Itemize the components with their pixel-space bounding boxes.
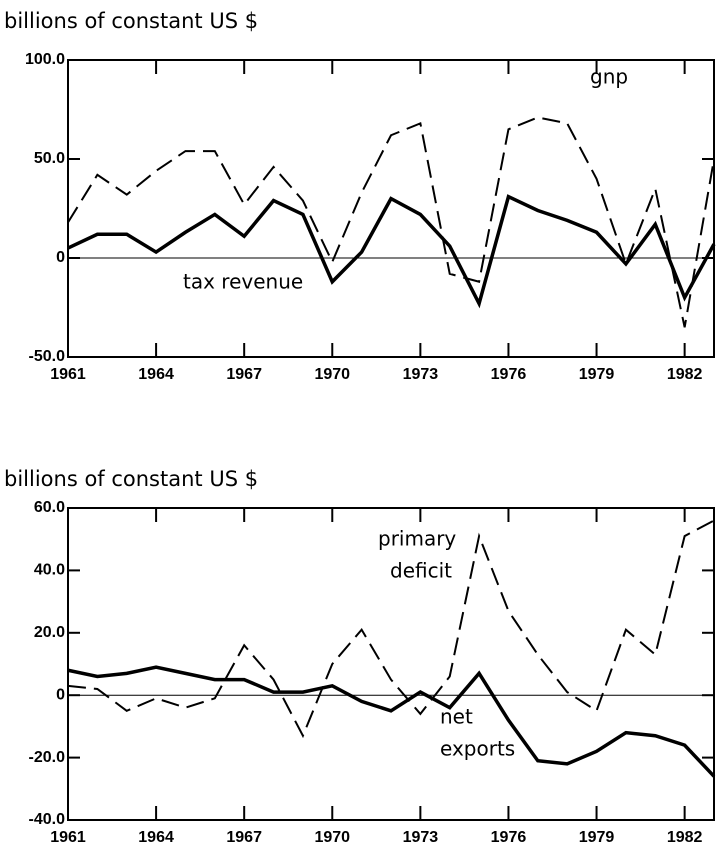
series-label: net	[440, 705, 473, 729]
plot-frame	[67, 59, 715, 358]
y-tick-label: 50.0	[34, 150, 65, 167]
y-tick-label: -20.0	[29, 749, 66, 766]
y-tick-label: -40.0	[29, 811, 66, 828]
x-tick-label: 1979	[579, 366, 615, 383]
series-label: gnp	[590, 65, 628, 89]
x-tick-label: 1970	[314, 366, 350, 383]
series-label: tax revenue	[183, 270, 303, 294]
x-tick-label: 1967	[226, 366, 262, 383]
series-label: deficit	[390, 559, 452, 583]
y-tick-label: 60.0	[34, 499, 65, 516]
x-tick-label: 1967	[226, 829, 262, 846]
x-tick-label: 1976	[491, 829, 527, 846]
x-tick-label: 1961	[50, 366, 86, 383]
x-tick-label: 1976	[491, 366, 527, 383]
y-tick-label: 100.0	[25, 51, 65, 68]
x-tick-label: 1970	[314, 829, 350, 846]
y-tick-label: 40.0	[34, 562, 65, 579]
x-tick-label: 1973	[403, 829, 439, 846]
y-tick-label: -50.0	[29, 348, 66, 365]
series-line	[67, 194, 716, 309]
x-tick-label: 1979	[579, 829, 615, 846]
x-tick-label: 1964	[138, 366, 174, 383]
x-tick-label: 1982	[667, 366, 703, 383]
x-tick-label: 1973	[403, 366, 439, 383]
x-tick-label: 1961	[50, 829, 86, 846]
y-tick-label: 0	[56, 249, 65, 266]
y-tick-label: 0	[56, 686, 65, 703]
series-label: primary	[378, 527, 456, 551]
series-label: exports	[440, 737, 515, 761]
plot-frame	[67, 507, 715, 821]
y-axis-label: billions of constant US $	[4, 9, 258, 33]
y-axis-label: billions of constant US $	[4, 467, 258, 491]
series-line	[67, 519, 715, 739]
x-tick-label: 1982	[667, 829, 703, 846]
series-line	[67, 665, 716, 778]
series-line	[67, 116, 715, 328]
x-tick-label: 1964	[138, 829, 174, 846]
y-tick-label: 20.0	[34, 624, 65, 641]
